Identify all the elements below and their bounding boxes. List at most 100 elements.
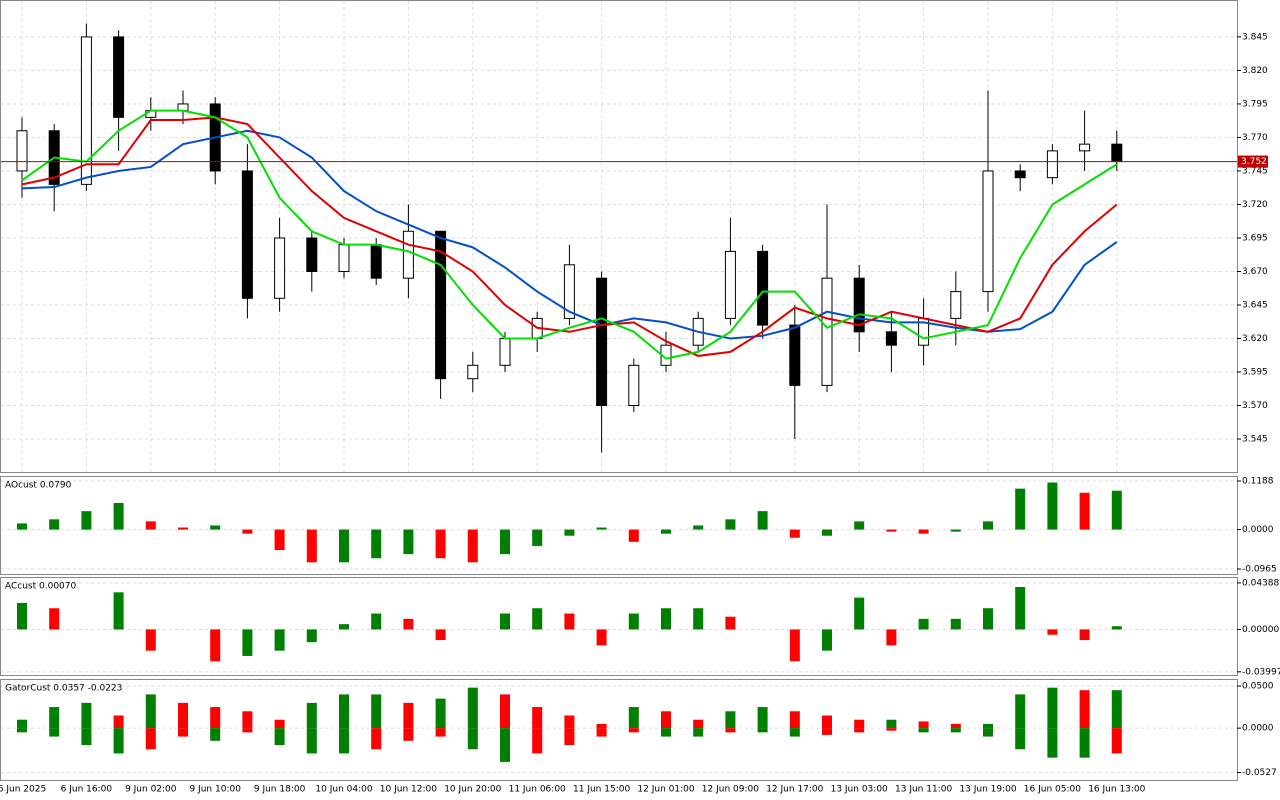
bar — [789, 529, 800, 538]
gator-bar — [564, 728, 575, 746]
x-tick-label: 10 Jun 04:00 — [315, 785, 372, 795]
bar — [17, 523, 27, 530]
gator-bar — [210, 728, 221, 741]
panel-title: AOcust 0.0790 — [5, 481, 72, 491]
bar — [661, 529, 671, 534]
gator-bar — [789, 728, 800, 737]
y-tick-label: 0.0000 — [1242, 525, 1274, 535]
gator-bar — [1015, 694, 1026, 729]
y-tick-label: 3.845 — [1242, 32, 1268, 42]
bar — [435, 629, 446, 641]
bar — [178, 527, 188, 530]
gator-bar — [242, 711, 253, 729]
candle-body — [274, 237, 286, 299]
candle-body — [1046, 150, 1058, 179]
x-tick-label: 9 Jun 18:00 — [254, 785, 306, 795]
bar — [918, 618, 929, 630]
bar — [306, 529, 317, 563]
x-tick-label: 10 Jun 12:00 — [380, 785, 437, 795]
candle-body — [757, 250, 769, 326]
candle-body — [113, 36, 125, 118]
gator-bar — [596, 723, 607, 729]
bar — [435, 529, 446, 559]
gator-bar — [757, 728, 768, 733]
gator-bar — [403, 728, 414, 741]
panel-title: ACcust 0.00070 — [5, 582, 77, 592]
candle-body — [982, 170, 994, 293]
gator-bar — [661, 711, 671, 729]
x-tick-label: 9 Jun 02:00 — [125, 785, 177, 795]
bar — [500, 613, 510, 630]
last-price-label: 3.752 — [1241, 157, 1267, 167]
gator-bar — [532, 707, 543, 729]
gator-bar — [983, 728, 993, 737]
y-tick-label: 3.770 — [1242, 133, 1268, 143]
gator-bar — [467, 728, 478, 750]
candle-body — [402, 230, 414, 279]
gator-bar — [339, 694, 349, 729]
candle-body — [1014, 170, 1026, 179]
bar — [371, 529, 382, 559]
gator-bar — [274, 719, 285, 729]
bar — [1015, 587, 1026, 630]
bar — [854, 597, 865, 630]
bar — [467, 529, 478, 563]
gator-bar — [145, 728, 156, 750]
gator-bar — [500, 728, 510, 762]
bar — [1047, 629, 1058, 635]
ac-frame — [0, 577, 1238, 676]
x-tick-label: 16 Jun 05:00 — [1024, 785, 1081, 795]
bar — [564, 613, 575, 630]
gator-bar — [17, 728, 27, 733]
gator-bar — [178, 702, 188, 729]
x-tick-label: 12 Jun 17:00 — [766, 785, 823, 795]
candle-body — [338, 244, 350, 272]
bar — [693, 608, 704, 630]
bar — [371, 613, 382, 630]
candle-body — [16, 130, 28, 172]
bar — [1015, 488, 1026, 530]
bar — [532, 529, 543, 546]
x-tick-label: 11 Jun 06:00 — [509, 785, 566, 795]
y-tick-label: 3.720 — [1242, 200, 1268, 210]
bar — [564, 529, 575, 536]
gator-bar — [371, 728, 382, 750]
bar — [1111, 490, 1122, 530]
gator-bar — [918, 721, 929, 729]
gator-bar — [1111, 728, 1122, 754]
gator-bar — [306, 702, 317, 729]
gator-bar — [886, 728, 897, 731]
y-tick-label: 0.0500 — [1242, 681, 1274, 691]
bar — [403, 529, 414, 555]
candle-body — [241, 170, 253, 299]
y-tick-label: 0.0000 — [1242, 724, 1274, 734]
candle-body — [499, 338, 511, 366]
gator-bar — [81, 728, 92, 746]
y-tick-label: 3.695 — [1242, 233, 1268, 243]
bar — [596, 527, 607, 530]
gator-bar — [950, 723, 961, 729]
bar — [789, 629, 800, 662]
bar — [596, 629, 607, 646]
gator-bar — [145, 694, 156, 729]
gator-bar — [339, 728, 349, 754]
y-tick-label: 0.1188 — [1242, 476, 1274, 486]
y-tick-label: 3.570 — [1242, 401, 1268, 411]
main-frame — [0, 0, 1238, 473]
bar — [628, 613, 639, 630]
candle-body — [950, 291, 962, 319]
candle-body — [435, 230, 447, 380]
gator-bar — [435, 728, 446, 737]
y-tick-label: 0.04388 — [1242, 578, 1279, 588]
gator-bar — [725, 711, 736, 729]
gator-bar — [822, 715, 832, 729]
gator-bar — [1111, 690, 1122, 729]
gator-bar — [950, 728, 961, 733]
bar — [661, 608, 671, 630]
bar — [886, 629, 897, 646]
gator-bar — [693, 719, 704, 729]
gator-bar — [1047, 687, 1058, 729]
bar — [49, 519, 60, 530]
gator-bar — [403, 702, 414, 729]
